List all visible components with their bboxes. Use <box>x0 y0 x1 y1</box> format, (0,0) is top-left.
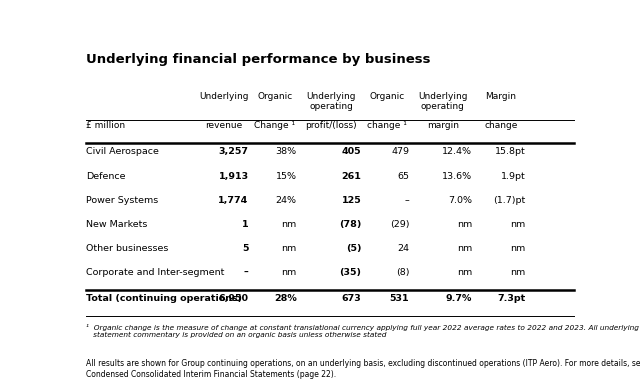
Text: nm: nm <box>282 268 297 277</box>
Text: New Markets: New Markets <box>86 220 147 229</box>
Text: Underlying financial performance by business: Underlying financial performance by busi… <box>86 53 431 66</box>
Text: –: – <box>404 196 410 205</box>
Text: Underlying
operating: Underlying operating <box>306 92 356 111</box>
Text: (35): (35) <box>339 268 361 277</box>
Text: (1.7)pt: (1.7)pt <box>493 196 525 205</box>
Text: 12.4%: 12.4% <box>442 147 472 156</box>
Text: 24%: 24% <box>276 196 297 205</box>
Text: nm: nm <box>457 268 472 277</box>
Text: 15%: 15% <box>276 172 297 181</box>
Text: 1,913: 1,913 <box>218 172 249 181</box>
Text: 13.6%: 13.6% <box>442 172 472 181</box>
Text: change: change <box>484 121 518 130</box>
Text: margin: margin <box>427 121 459 130</box>
Text: £ million: £ million <box>86 121 125 130</box>
Text: Civil Aerospace: Civil Aerospace <box>86 147 159 156</box>
Text: (5): (5) <box>346 244 361 253</box>
Text: 24: 24 <box>397 244 410 253</box>
Text: nm: nm <box>510 268 525 277</box>
Text: All results are shown for Group continuing operations, on an underlying basis, e: All results are shown for Group continui… <box>86 359 640 378</box>
Text: Corporate and Inter-segment: Corporate and Inter-segment <box>86 268 225 277</box>
Text: 6,950: 6,950 <box>219 294 249 303</box>
Text: 3,257: 3,257 <box>219 147 249 156</box>
Text: nm: nm <box>282 244 297 253</box>
Text: Defence: Defence <box>86 172 125 181</box>
Text: 125: 125 <box>342 196 361 205</box>
Text: 5: 5 <box>242 244 249 253</box>
Text: Total (continuing operations): Total (continuing operations) <box>86 294 242 303</box>
Text: 673: 673 <box>342 294 361 303</box>
Text: profit/(loss): profit/(loss) <box>305 121 356 130</box>
Text: ¹  Organic change is the measure of change at constant translational currency ap: ¹ Organic change is the measure of chang… <box>86 324 640 338</box>
Text: (78): (78) <box>339 220 361 229</box>
Text: nm: nm <box>510 220 525 229</box>
Text: Margin: Margin <box>485 92 516 101</box>
Text: 531: 531 <box>390 294 410 303</box>
Text: 1,774: 1,774 <box>218 196 249 205</box>
Text: Underlying
operating: Underlying operating <box>418 92 468 111</box>
Text: nm: nm <box>282 220 297 229</box>
Text: (29): (29) <box>390 220 410 229</box>
Text: nm: nm <box>510 244 525 253</box>
Text: 15.8pt: 15.8pt <box>495 147 525 156</box>
Text: Underlying: Underlying <box>199 92 249 101</box>
Text: 479: 479 <box>391 147 410 156</box>
Text: Power Systems: Power Systems <box>86 196 158 205</box>
Text: 7.3pt: 7.3pt <box>497 294 525 303</box>
Text: 7.0%: 7.0% <box>449 196 472 205</box>
Text: nm: nm <box>457 220 472 229</box>
Text: 1: 1 <box>242 220 249 229</box>
Text: 405: 405 <box>342 147 361 156</box>
Text: 261: 261 <box>341 172 361 181</box>
Text: 38%: 38% <box>276 147 297 156</box>
Text: (8): (8) <box>396 268 410 277</box>
Text: –: – <box>244 268 249 277</box>
Text: Organic: Organic <box>257 92 292 101</box>
Text: nm: nm <box>457 244 472 253</box>
Text: 9.7%: 9.7% <box>446 294 472 303</box>
Text: 65: 65 <box>397 172 410 181</box>
Text: Organic: Organic <box>370 92 405 101</box>
Text: Other businesses: Other businesses <box>86 244 168 253</box>
Text: 28%: 28% <box>274 294 297 303</box>
Text: change ¹: change ¹ <box>367 121 407 130</box>
Text: 1.9pt: 1.9pt <box>500 172 525 181</box>
Text: revenue: revenue <box>205 121 243 130</box>
Text: Change ¹: Change ¹ <box>254 121 295 130</box>
